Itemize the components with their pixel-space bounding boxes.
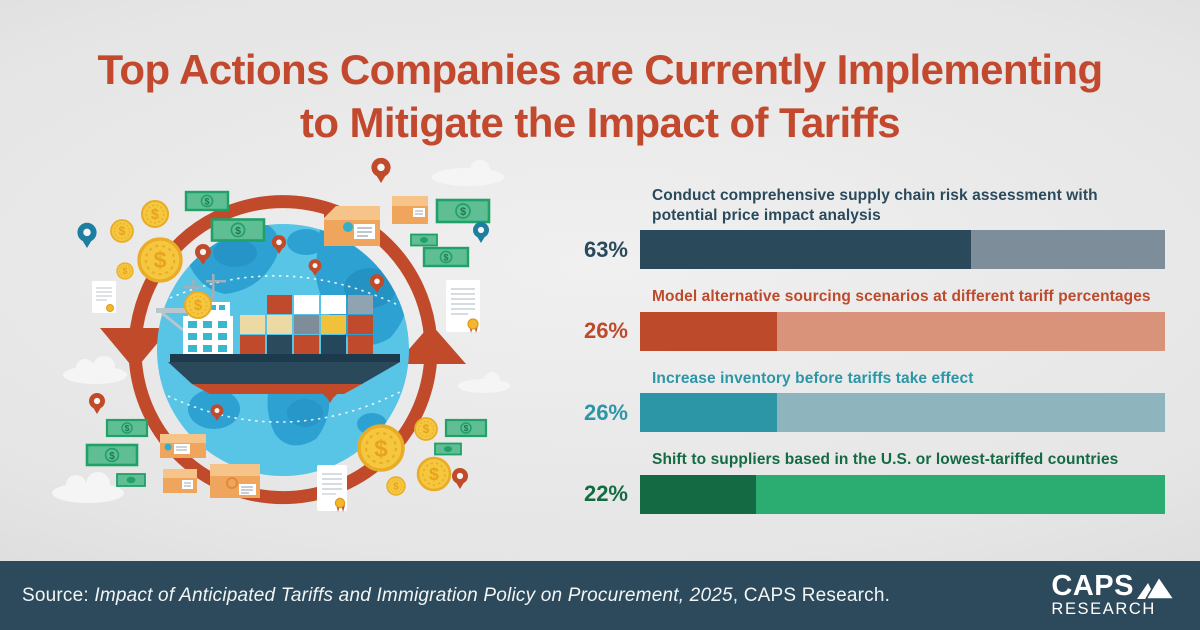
- source-suffix: , CAPS Research.: [732, 584, 891, 606]
- source-title: Impact of Anticipated Tariffs and Immigr…: [94, 584, 733, 606]
- logo-caps-text: CAPS: [1051, 570, 1134, 603]
- bar-label: Model alternative sourcing scenarios at …: [652, 288, 1151, 306]
- chart-row: Model alternative sourcing scenarios at …: [580, 287, 1165, 351]
- bar-value: 63%: [583, 236, 628, 262]
- bar-fill: [640, 393, 777, 433]
- bar: 63%: [580, 230, 1165, 270]
- bar-track: [640, 393, 1165, 433]
- chart-row: Conduct comprehensive supply chain risk …: [580, 186, 1165, 270]
- global-trade-svg: $: [52, 157, 510, 512]
- source-prefix: Source:: [22, 584, 95, 606]
- chart-row: Increase inventory before tariffs take e…: [580, 369, 1165, 433]
- bar: 26%: [580, 393, 1165, 433]
- page-title: Top Actions Companies are Currently Impl…: [0, 44, 1200, 150]
- svg-text:$: $: [443, 252, 448, 262]
- bar-track: [640, 230, 1165, 270]
- page-title-line2: to Mitigate the Impact of Tariffs: [299, 98, 901, 146]
- bar-fill: [640, 474, 756, 514]
- svg-text:$: $: [460, 206, 466, 218]
- document-icon: [92, 280, 480, 512]
- bar-chart: Conduct comprehensive supply chain risk …: [580, 186, 1165, 532]
- bar-fill: [640, 230, 971, 270]
- bar-track: [640, 474, 1165, 514]
- cloud-icon: [52, 160, 510, 503]
- bar-label: Shift to suppliers based in the U.S. or …: [652, 451, 1119, 469]
- banknote-icon: $ $ $ $ $ $ $: [85, 190, 491, 487]
- bar: 26%: [580, 311, 1165, 351]
- mountain-icon: [1137, 575, 1174, 600]
- parcel-icon: [160, 196, 428, 498]
- circular-arrows: [100, 195, 466, 505]
- bar: 22%: [580, 474, 1165, 514]
- bar-label: Conduct comprehensive supply chain risk …: [652, 187, 1098, 224]
- bar-value: 22%: [583, 481, 628, 507]
- bar-value: 26%: [583, 318, 628, 344]
- bar-label: Increase inventory before tariffs take e…: [652, 369, 974, 387]
- svg-text:$: $: [464, 423, 469, 433]
- chart-row: Shift to suppliers based in the U.S. or …: [580, 450, 1165, 514]
- arrowhead-down-icon: [100, 328, 170, 370]
- footer-bar: Source: Impact of Anticipated Tariffs an…: [0, 561, 1200, 630]
- logo-research-text: RESEARCH: [1051, 600, 1156, 619]
- svg-text:$: $: [125, 423, 130, 433]
- svg-text:$: $: [204, 196, 209, 206]
- bar-track: [640, 311, 1165, 351]
- source-text: Source: Impact of Anticipated Tariffs an…: [22, 585, 1051, 607]
- bar-fill: [640, 311, 777, 351]
- svg-text:$: $: [235, 225, 241, 237]
- arrowhead-up-icon: [396, 324, 466, 364]
- bar-value: 26%: [583, 399, 628, 425]
- global-trade-illustration: $: [20, 157, 560, 552]
- caps-research-logo: CAPS RESEARCH: [1051, 570, 1178, 619]
- page-title-line1: Top Actions Companies are Currently Impl…: [97, 46, 1103, 93]
- containers: [240, 295, 373, 354]
- svg-text:$: $: [109, 451, 115, 462]
